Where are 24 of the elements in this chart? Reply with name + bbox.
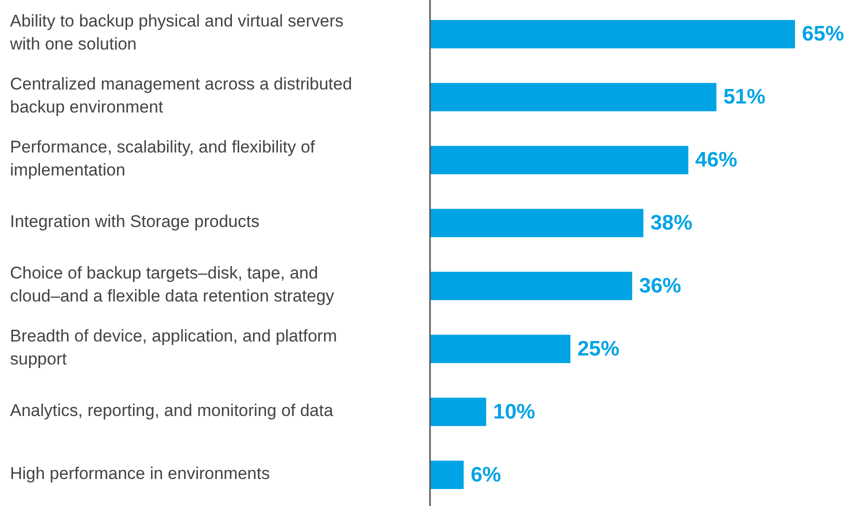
bar — [430, 20, 795, 48]
y-tick-label: Ability to backup physical and virtual servers with one solution — [9, 12, 344, 54]
y-tick-label: Centralized management across a distributed backup environment — [10, 75, 352, 118]
y-tick-label: High performance in environments — [10, 464, 270, 484]
data-label: 65% — [802, 22, 844, 46]
data-label: 6% — [470, 463, 502, 486]
bar — [430, 82, 716, 112]
y-tick-label: Performance, scalability, and flexibility of implementation — [10, 138, 316, 180]
bar — [430, 334, 570, 364]
y-tick-label: Integration with Storage products — [10, 212, 260, 232]
bar — [430, 146, 688, 174]
bar — [430, 398, 486, 426]
data-label: 46% — [695, 148, 738, 172]
y-tick-label: Choice of backup targets–disk, tape, and cloud–and a flexible data retention strategy — [10, 264, 335, 306]
y-tick-label: Analytics, reporting, and monitoring of data — [10, 401, 334, 420]
data-label: 38% — [650, 212, 693, 235]
bar — [430, 460, 464, 489]
bar — [430, 272, 632, 300]
data-label: 36% — [639, 274, 682, 298]
data-label: 51% — [723, 86, 766, 109]
bar — [430, 208, 644, 238]
data-label: 25% — [577, 337, 620, 360]
data-label: 10% — [493, 400, 536, 424]
y-tick-label: Breadth of device, application, and platform support — [10, 326, 337, 369]
